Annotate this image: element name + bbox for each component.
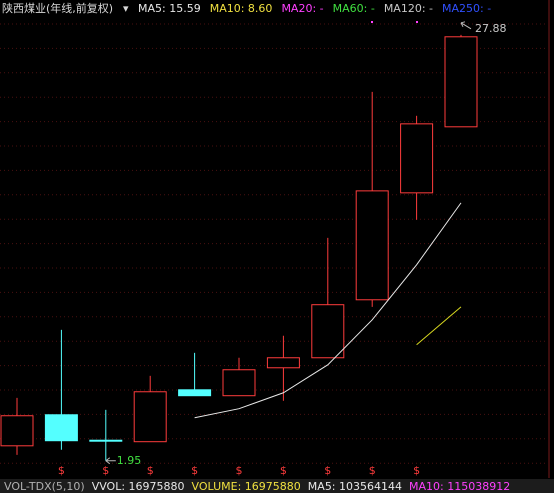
candle-body: [444, 36, 478, 128]
marker: $: [147, 464, 154, 477]
header-item: MA20: -: [281, 2, 323, 15]
header-item: MA5: 15.59: [138, 2, 201, 15]
candle-body: [0, 415, 34, 447]
ma-line: [416, 306, 462, 346]
candle-body: [222, 369, 256, 397]
footer-item: VOL-TDX(5,10): [4, 480, 85, 493]
footer-bar: [0, 479, 554, 493]
candle-body: [355, 190, 389, 301]
chart-title: 陕西煤业(年线,前复权): [2, 1, 113, 15]
marker: $: [413, 464, 420, 477]
header-item: MA60: -: [333, 2, 375, 15]
candle-body: [89, 439, 123, 442]
dot: [416, 21, 418, 23]
footer-item: VOLUME: 16975880: [192, 480, 301, 493]
footer-item: VVOL: 16975880: [92, 480, 185, 493]
ma-line: [194, 202, 462, 419]
dot: [371, 21, 373, 23]
candle-body: [400, 123, 434, 194]
footer-item: MA5: 103564144: [308, 480, 402, 493]
candle-body: [178, 389, 212, 397]
marker: $: [324, 464, 331, 477]
candle-body: [266, 357, 300, 369]
marker: $: [58, 464, 65, 477]
arrow: [105, 457, 116, 465]
candle-body: [311, 304, 345, 359]
high-label: 27.88: [475, 22, 507, 35]
candle-body: [44, 414, 78, 442]
marker: $: [191, 464, 198, 477]
marker: $: [280, 464, 287, 477]
arrow: [460, 21, 472, 30]
header-item: MA120: -: [384, 2, 433, 15]
marker: $: [236, 464, 243, 477]
low-label: 1.95: [117, 454, 142, 467]
footer-item: MA10: 115038912: [409, 480, 510, 493]
marker: $: [102, 464, 109, 477]
header-item: MA10: 8.60: [210, 2, 273, 15]
marker: $: [369, 464, 376, 477]
header-item: MA250: -: [442, 2, 491, 15]
candle-body: [133, 391, 167, 443]
dropdown-icon[interactable]: ▾: [123, 2, 129, 15]
